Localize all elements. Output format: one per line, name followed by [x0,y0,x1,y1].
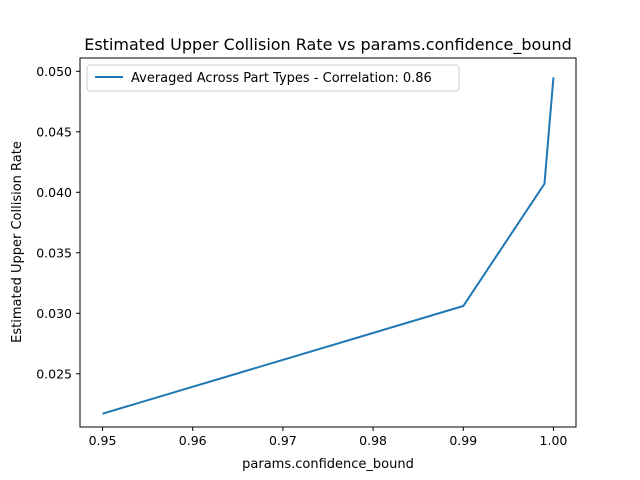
y-tick-label: 0.040 [36,185,72,200]
y-tick-label: 0.050 [36,64,72,79]
chart-title: Estimated Upper Collision Rate vs params… [84,35,572,55]
x-tick-label: 0.96 [179,433,207,448]
x-tick-label: 0.98 [359,433,387,448]
x-tick-label: 0.99 [449,433,477,448]
x-tick-label: 0.95 [89,433,117,448]
series-line [102,77,555,415]
x-axis-ticks: 0.95 0.96 0.97 0.98 0.99 1.00 [89,427,568,448]
y-tick-label: 0.035 [36,245,72,260]
y-tick-label: 0.030 [36,306,72,321]
plot-frame [79,57,577,428]
plot-area [79,57,577,428]
y-axis-label: Estimated Upper Collision Rate [10,141,25,343]
legend-box [86,64,460,92]
x-tick-label: 0.97 [269,433,297,448]
legend-entry-label: Averaged Across Part Types - Correlation… [131,71,432,86]
y-tick-label: 0.045 [36,124,72,139]
y-tick-label: 0.025 [36,366,72,381]
y-axis-ticks: 0.025 0.030 0.035 0.040 0.045 0.050 [36,64,80,381]
x-axis-label: params.confidence_bound [242,457,414,472]
x-tick-label: 1.00 [540,433,568,448]
legend: Averaged Across Part Types - Correlation… [86,64,460,92]
